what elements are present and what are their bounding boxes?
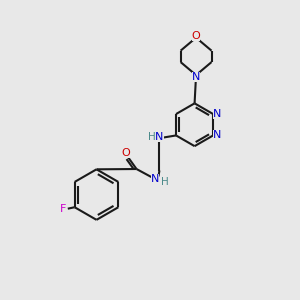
- Text: N: N: [213, 109, 221, 119]
- Text: N: N: [151, 174, 159, 184]
- Text: F: F: [59, 204, 66, 214]
- Text: N: N: [155, 132, 164, 142]
- Text: N: N: [192, 72, 200, 82]
- Text: N: N: [213, 130, 221, 140]
- Text: H: H: [148, 132, 156, 142]
- Text: O: O: [192, 31, 200, 41]
- Text: O: O: [122, 148, 130, 158]
- Text: H: H: [160, 177, 168, 187]
